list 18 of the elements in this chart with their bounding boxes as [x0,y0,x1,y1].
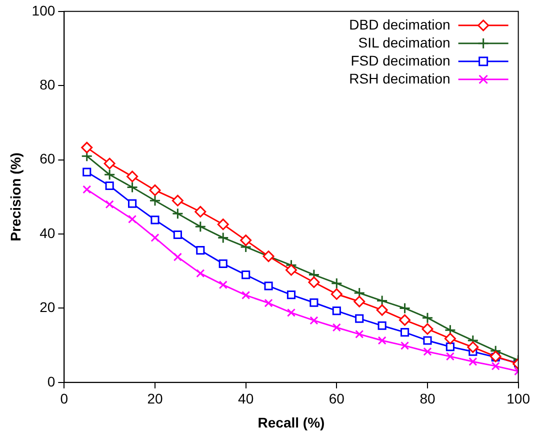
y-tick-label: 60 [40,150,56,167]
y-tick-label: 100 [32,2,56,18]
y-tick-label: 40 [40,224,56,241]
x-axis-title: Recall (%) [258,414,325,430]
y-tick-label: 80 [40,76,56,92]
x-tick-label: 20 [147,390,163,407]
legend-label: SIL decimation [358,34,450,50]
x-tick-label: 80 [420,390,436,407]
y-tick-label: 0 [47,373,56,390]
x-tick-label: 100 [506,390,530,407]
legend-label: RSH decimation [349,70,450,86]
legend-label: FSD decimation [350,52,450,68]
y-tick-label: 20 [40,299,56,316]
y-axis-title: Precision (%) [7,152,24,242]
x-tick-label: 40 [238,390,254,407]
x-tick-label: 60 [328,390,345,407]
legend-label: DBD decimation [349,16,450,32]
x-tick-label: 0 [60,390,68,407]
